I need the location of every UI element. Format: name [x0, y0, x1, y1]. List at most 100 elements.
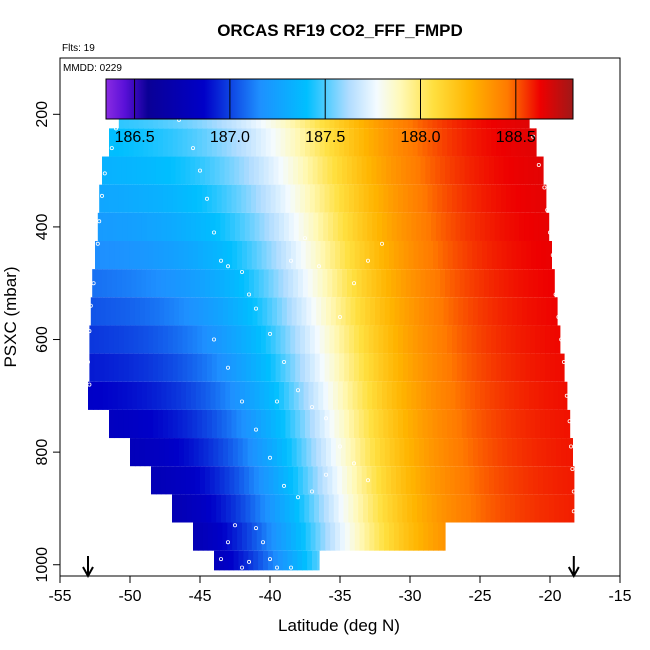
heatmap-cell — [120, 297, 126, 326]
heatmap-cell — [182, 128, 188, 157]
heatmap-cell — [378, 353, 384, 382]
heatmap-cell — [368, 409, 375, 439]
heatmap-cell — [501, 353, 507, 382]
heatmap-cell — [561, 438, 567, 467]
heatmap-cell — [442, 522, 446, 551]
heatmap-cell — [486, 325, 492, 354]
heatmap-cell — [403, 184, 409, 213]
heatmap-cell — [355, 297, 361, 326]
heatmap-cell — [375, 297, 381, 326]
heatmap-cell — [102, 381, 109, 410]
heatmap-cell — [246, 240, 253, 270]
heatmap-cell — [200, 269, 206, 298]
heatmap-cell — [305, 128, 311, 157]
sample-point — [239, 269, 244, 274]
heatmap-cell — [442, 184, 448, 213]
heatmap-cell — [266, 240, 272, 270]
heatmap-cell — [409, 438, 415, 467]
heatmap-cell — [190, 212, 197, 241]
heatmap-cell — [491, 128, 497, 157]
heatmap-cell — [540, 240, 547, 270]
heatmap-cell — [289, 494, 296, 523]
heatmap-cell — [400, 466, 407, 495]
heatmap-cell — [466, 353, 473, 382]
heatmap-cell — [435, 156, 441, 185]
sample-point — [225, 365, 230, 370]
heatmap-cell — [442, 240, 449, 270]
heatmap-cell — [324, 128, 331, 157]
heatmap-cell — [518, 466, 524, 495]
heatmap-cell — [118, 409, 125, 439]
heatmap-cell — [224, 156, 230, 185]
colorbar-tick-label: 187.0 — [210, 129, 250, 146]
heatmap-cell — [172, 325, 179, 354]
heatmap-cell — [525, 353, 531, 382]
heatmap-cell — [237, 240, 243, 270]
heatmap-cell — [277, 297, 283, 326]
heatmap-cell — [391, 156, 397, 185]
heatmap-cell — [510, 494, 516, 523]
heatmap-cell — [229, 466, 235, 495]
heatmap-cell — [363, 184, 370, 213]
heatmap-cell — [204, 466, 211, 495]
heatmap-cell — [214, 550, 220, 571]
heatmap-cell — [422, 184, 429, 213]
heatmap-cell — [241, 128, 247, 157]
heatmap-cell — [228, 438, 234, 467]
heatmap-cell — [412, 128, 419, 157]
heatmap-cell — [373, 325, 380, 354]
heatmap-cell — [246, 522, 253, 551]
heatmap-cell — [141, 156, 147, 185]
heatmap-cell — [536, 438, 543, 467]
heatmap-cell — [275, 128, 282, 157]
heatmap-cell — [155, 466, 162, 495]
heatmap-cell — [280, 353, 286, 382]
heatmap-cell — [295, 325, 301, 354]
heatmap-cell — [249, 212, 256, 241]
heatmap-cell — [339, 128, 345, 157]
heatmap-cell — [344, 522, 351, 551]
heatmap-cell — [499, 381, 506, 410]
heatmap-cell — [324, 184, 331, 213]
sample-point — [86, 359, 91, 364]
x-tick-label: -35 — [328, 588, 351, 605]
heatmap-cell — [285, 184, 291, 213]
sample-point — [232, 523, 237, 528]
sample-point — [253, 427, 258, 432]
heatmap-cell — [335, 522, 341, 551]
sample-point — [550, 253, 555, 258]
heatmap-cell — [138, 128, 144, 157]
heatmap-cell — [407, 325, 414, 354]
heatmap-cell — [470, 381, 476, 410]
heatmap-cell — [475, 212, 481, 241]
heatmap-cell — [337, 269, 343, 298]
heatmap-cell — [472, 240, 478, 270]
heatmap-cell — [427, 184, 433, 213]
heatmap-cell — [492, 297, 499, 326]
heatmap-cell — [486, 184, 492, 213]
heatmap-cell — [242, 297, 249, 326]
heatmap-cell — [133, 325, 139, 354]
heatmap-cell — [270, 494, 276, 523]
heatmap-cell — [358, 128, 365, 157]
y-tick-label: 600 — [34, 326, 51, 353]
heatmap-cell — [298, 212, 305, 241]
heatmap-cell — [207, 353, 213, 382]
heatmap-cell — [414, 297, 420, 326]
heatmap-cell — [139, 297, 146, 326]
sample-point — [225, 540, 230, 545]
heatmap-cell — [349, 240, 356, 270]
heatmap-cell — [460, 381, 466, 410]
heatmap-cell — [323, 494, 330, 523]
heatmap-cell — [494, 381, 501, 410]
heatmap-cell — [118, 353, 125, 382]
heatmap-cell — [421, 212, 427, 241]
heatmap-cell — [249, 381, 256, 410]
heatmap-cell — [334, 353, 340, 382]
heatmap-cell — [167, 409, 174, 439]
heatmap-cell — [226, 325, 233, 354]
heatmap-cell — [185, 466, 191, 495]
heatmap-cell — [491, 409, 497, 439]
heatmap-cell — [510, 409, 517, 439]
heatmap-cell — [386, 269, 392, 298]
